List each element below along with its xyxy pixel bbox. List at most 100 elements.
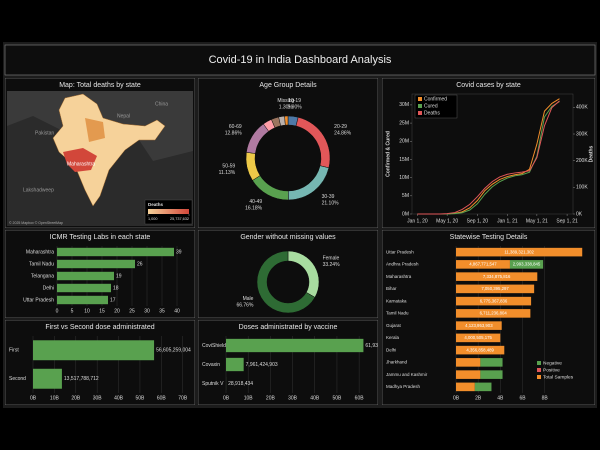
panel-title: First vs Second dose administrated — [45, 324, 154, 331]
category-label: Tamil Nadu — [29, 261, 54, 267]
bar — [33, 368, 62, 389]
panel-title: Gender without missing values — [240, 234, 336, 241]
category-label: Karnataka — [386, 298, 407, 303]
slice-label: Missing — [277, 98, 294, 104]
category-label: Andhra Pradesh — [386, 262, 419, 267]
category-label: First — [9, 348, 19, 354]
slice-label: 20-29 — [334, 124, 347, 130]
x-tick-label: 60B — [157, 395, 167, 401]
bar — [226, 357, 244, 372]
bar — [57, 271, 114, 281]
x-tick-label: 40B — [114, 395, 124, 401]
bar — [456, 309, 531, 318]
x-tick-label: 5 — [71, 308, 74, 314]
category-label: Covaxin — [202, 362, 220, 368]
x-tick-label: 60B — [355, 395, 365, 401]
x-tick-label: 10B — [50, 395, 60, 401]
panel: Gender without missing values Female33.24… — [198, 230, 378, 318]
panel: Statewise Testing Details 0B 2B 4B 6B 8B Uttar… — [382, 230, 595, 405]
slice-value: 21.10% — [322, 201, 340, 207]
x-tick-label: 20B — [266, 395, 276, 401]
bar — [456, 284, 535, 294]
x-tick-label: 4B — [497, 395, 504, 401]
bar — [480, 370, 503, 379]
place-label: Pakistan — [35, 130, 54, 136]
panel-title: Covid cases by state — [456, 82, 521, 89]
legend-label: Confirmed — [424, 96, 447, 102]
panel: Map: Total deaths by state China Pakistan N… — [5, 78, 195, 228]
y-tick-label: 30M — [399, 102, 409, 108]
category-label: Delhi — [386, 347, 396, 352]
x-tick-label: 50B — [135, 395, 145, 401]
category-label: Delhi — [43, 285, 54, 291]
legend-label: Positive — [543, 367, 560, 373]
slice-label: 10-19 — [288, 98, 301, 104]
slice-label: 50-59 — [222, 163, 235, 169]
panel: Doses administrated by vaccine 0B 10B 20B 30… — [198, 320, 378, 405]
x-tick-label: 0B — [30, 395, 37, 401]
bar — [456, 345, 505, 355]
bar — [456, 358, 481, 367]
x-tick-label: 40 — [174, 308, 180, 314]
category-label: Maharashtra — [26, 249, 54, 255]
legend-label: Deaths — [424, 110, 440, 116]
x-tick-label: 15 — [99, 308, 105, 314]
bar — [57, 295, 108, 305]
donut-slice — [256, 250, 316, 314]
bar — [456, 321, 502, 330]
data-label: 13,517,788,712 — [64, 376, 99, 382]
panel: ICMR Testing Labs in each state 0 5 10 15 20 2… — [5, 230, 195, 318]
category-label: Telangana — [31, 273, 54, 279]
y-tick-label: 20M — [399, 139, 409, 145]
mid-death-state — [85, 118, 105, 142]
x-tick-label: 10B — [244, 395, 254, 401]
data-label: 7,961,424,903 — [246, 362, 278, 368]
panel-title: Map: Total deaths by state — [59, 82, 141, 89]
panel-title: ICMR Testing Labs in each state — [50, 234, 151, 241]
data-label: 7,050,395,297 — [481, 286, 509, 291]
legend-swatch — [418, 97, 422, 101]
y2-tick-label: 100K — [576, 185, 588, 191]
category-label: Gujarat — [386, 323, 402, 328]
y-tick-label: 0M — [402, 211, 409, 217]
data-label: 26 — [137, 261, 143, 267]
data-label: 19 — [116, 273, 122, 279]
category-label: Kerala — [386, 335, 400, 340]
bar — [57, 283, 111, 293]
india-states — [52, 93, 166, 207]
bar — [480, 358, 503, 367]
legend-swatch — [418, 104, 422, 108]
legend-label: Cured — [424, 103, 438, 109]
high-death-state — [63, 148, 97, 172]
y2-tick-label: 0K — [576, 211, 583, 217]
x-tick-label: May 1, 21 — [526, 218, 548, 224]
x-tick-label: 0B — [223, 395, 230, 401]
panel: Covid cases by state 0M 5M 10M 15M 20M 25M 30M 0… — [382, 78, 595, 228]
map-credit: © 2025 Mapbox © OpenStreetMap — [9, 221, 63, 225]
bar — [456, 260, 510, 269]
x-tick-label: Sep 1, 20 — [467, 218, 489, 224]
y2-tick-label: 200K — [576, 158, 588, 164]
category-label: Jharkhand — [386, 360, 408, 365]
data-label: 4,356,858,489 — [466, 347, 494, 352]
y-tick-label: 5M — [402, 193, 409, 199]
data-label: 17 — [110, 297, 116, 303]
x-tick-label: 20 — [114, 308, 120, 314]
slice-value: 66.76% — [236, 302, 254, 308]
data-label: 11,389,321,302 — [504, 249, 534, 254]
x-tick-label: 30B — [288, 395, 298, 401]
legend-label: Negative — [543, 360, 562, 366]
y-axis-label: Confirmed & Cured — [385, 131, 391, 177]
category-label: Tamil Nadu — [386, 311, 409, 316]
slice-value: 16.18% — [245, 206, 263, 212]
x-tick-label: 8B — [542, 395, 549, 401]
legend-scale — [148, 209, 189, 214]
x-tick-label: May 1, 20 — [436, 218, 458, 224]
bar — [57, 259, 135, 269]
slice-value: 1.30% — [279, 104, 294, 110]
x-tick-label: 70B — [178, 395, 188, 401]
slice-label: 40-49 — [249, 199, 262, 205]
data-label: 56,605,259,004 — [156, 348, 191, 354]
legend-box — [414, 94, 458, 119]
